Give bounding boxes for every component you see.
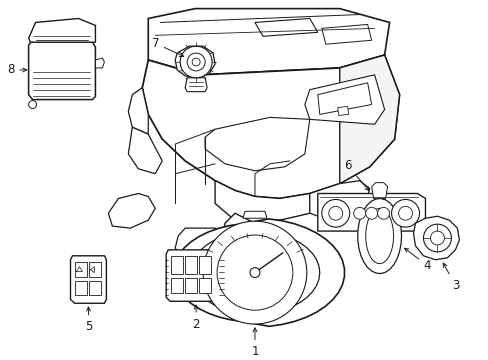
Polygon shape — [371, 183, 387, 198]
Circle shape — [429, 231, 444, 245]
Circle shape — [187, 53, 204, 71]
Text: 4: 4 — [404, 248, 430, 272]
Polygon shape — [254, 18, 317, 36]
Circle shape — [180, 46, 212, 78]
Polygon shape — [173, 219, 344, 326]
Polygon shape — [222, 213, 289, 253]
Circle shape — [328, 206, 342, 220]
Polygon shape — [175, 228, 222, 260]
Polygon shape — [29, 18, 95, 42]
Text: 3: 3 — [443, 263, 458, 292]
Polygon shape — [108, 194, 155, 228]
Bar — [199, 256, 211, 274]
Bar — [171, 278, 183, 293]
Polygon shape — [166, 250, 223, 301]
Polygon shape — [304, 75, 384, 124]
Polygon shape — [321, 24, 371, 44]
Bar — [75, 280, 87, 295]
Circle shape — [217, 235, 292, 310]
Circle shape — [365, 207, 377, 219]
Circle shape — [321, 199, 349, 227]
Polygon shape — [357, 198, 401, 274]
Bar — [89, 262, 101, 276]
Bar — [75, 262, 87, 276]
Text: 8: 8 — [7, 63, 27, 76]
Polygon shape — [204, 117, 309, 171]
Polygon shape — [365, 208, 393, 264]
Polygon shape — [142, 55, 399, 198]
Circle shape — [391, 199, 419, 227]
Circle shape — [192, 58, 200, 66]
Circle shape — [398, 206, 412, 220]
Polygon shape — [128, 88, 148, 134]
Polygon shape — [215, 181, 309, 223]
Bar — [199, 278, 211, 293]
Polygon shape — [309, 181, 369, 220]
Polygon shape — [175, 46, 215, 78]
Text: 2: 2 — [192, 305, 200, 330]
Circle shape — [423, 224, 450, 252]
Circle shape — [377, 207, 389, 219]
Polygon shape — [148, 9, 389, 75]
Polygon shape — [339, 55, 399, 184]
Circle shape — [203, 221, 306, 324]
Circle shape — [249, 268, 260, 278]
Text: 5: 5 — [84, 307, 92, 333]
Polygon shape — [29, 42, 95, 100]
Polygon shape — [190, 231, 319, 314]
Bar — [89, 280, 101, 295]
Polygon shape — [70, 256, 106, 303]
Polygon shape — [128, 127, 162, 174]
Polygon shape — [235, 240, 294, 268]
Bar — [171, 256, 183, 274]
Polygon shape — [413, 216, 458, 260]
Polygon shape — [337, 107, 348, 116]
Bar — [185, 278, 197, 293]
Polygon shape — [317, 194, 425, 231]
Circle shape — [29, 100, 37, 108]
Text: 1: 1 — [251, 328, 258, 358]
Bar — [185, 256, 197, 274]
Text: 7: 7 — [151, 37, 183, 57]
Text: 6: 6 — [343, 159, 368, 190]
Polygon shape — [243, 211, 266, 218]
Polygon shape — [185, 78, 207, 92]
Polygon shape — [317, 83, 371, 114]
Polygon shape — [95, 58, 104, 68]
Circle shape — [353, 207, 365, 219]
